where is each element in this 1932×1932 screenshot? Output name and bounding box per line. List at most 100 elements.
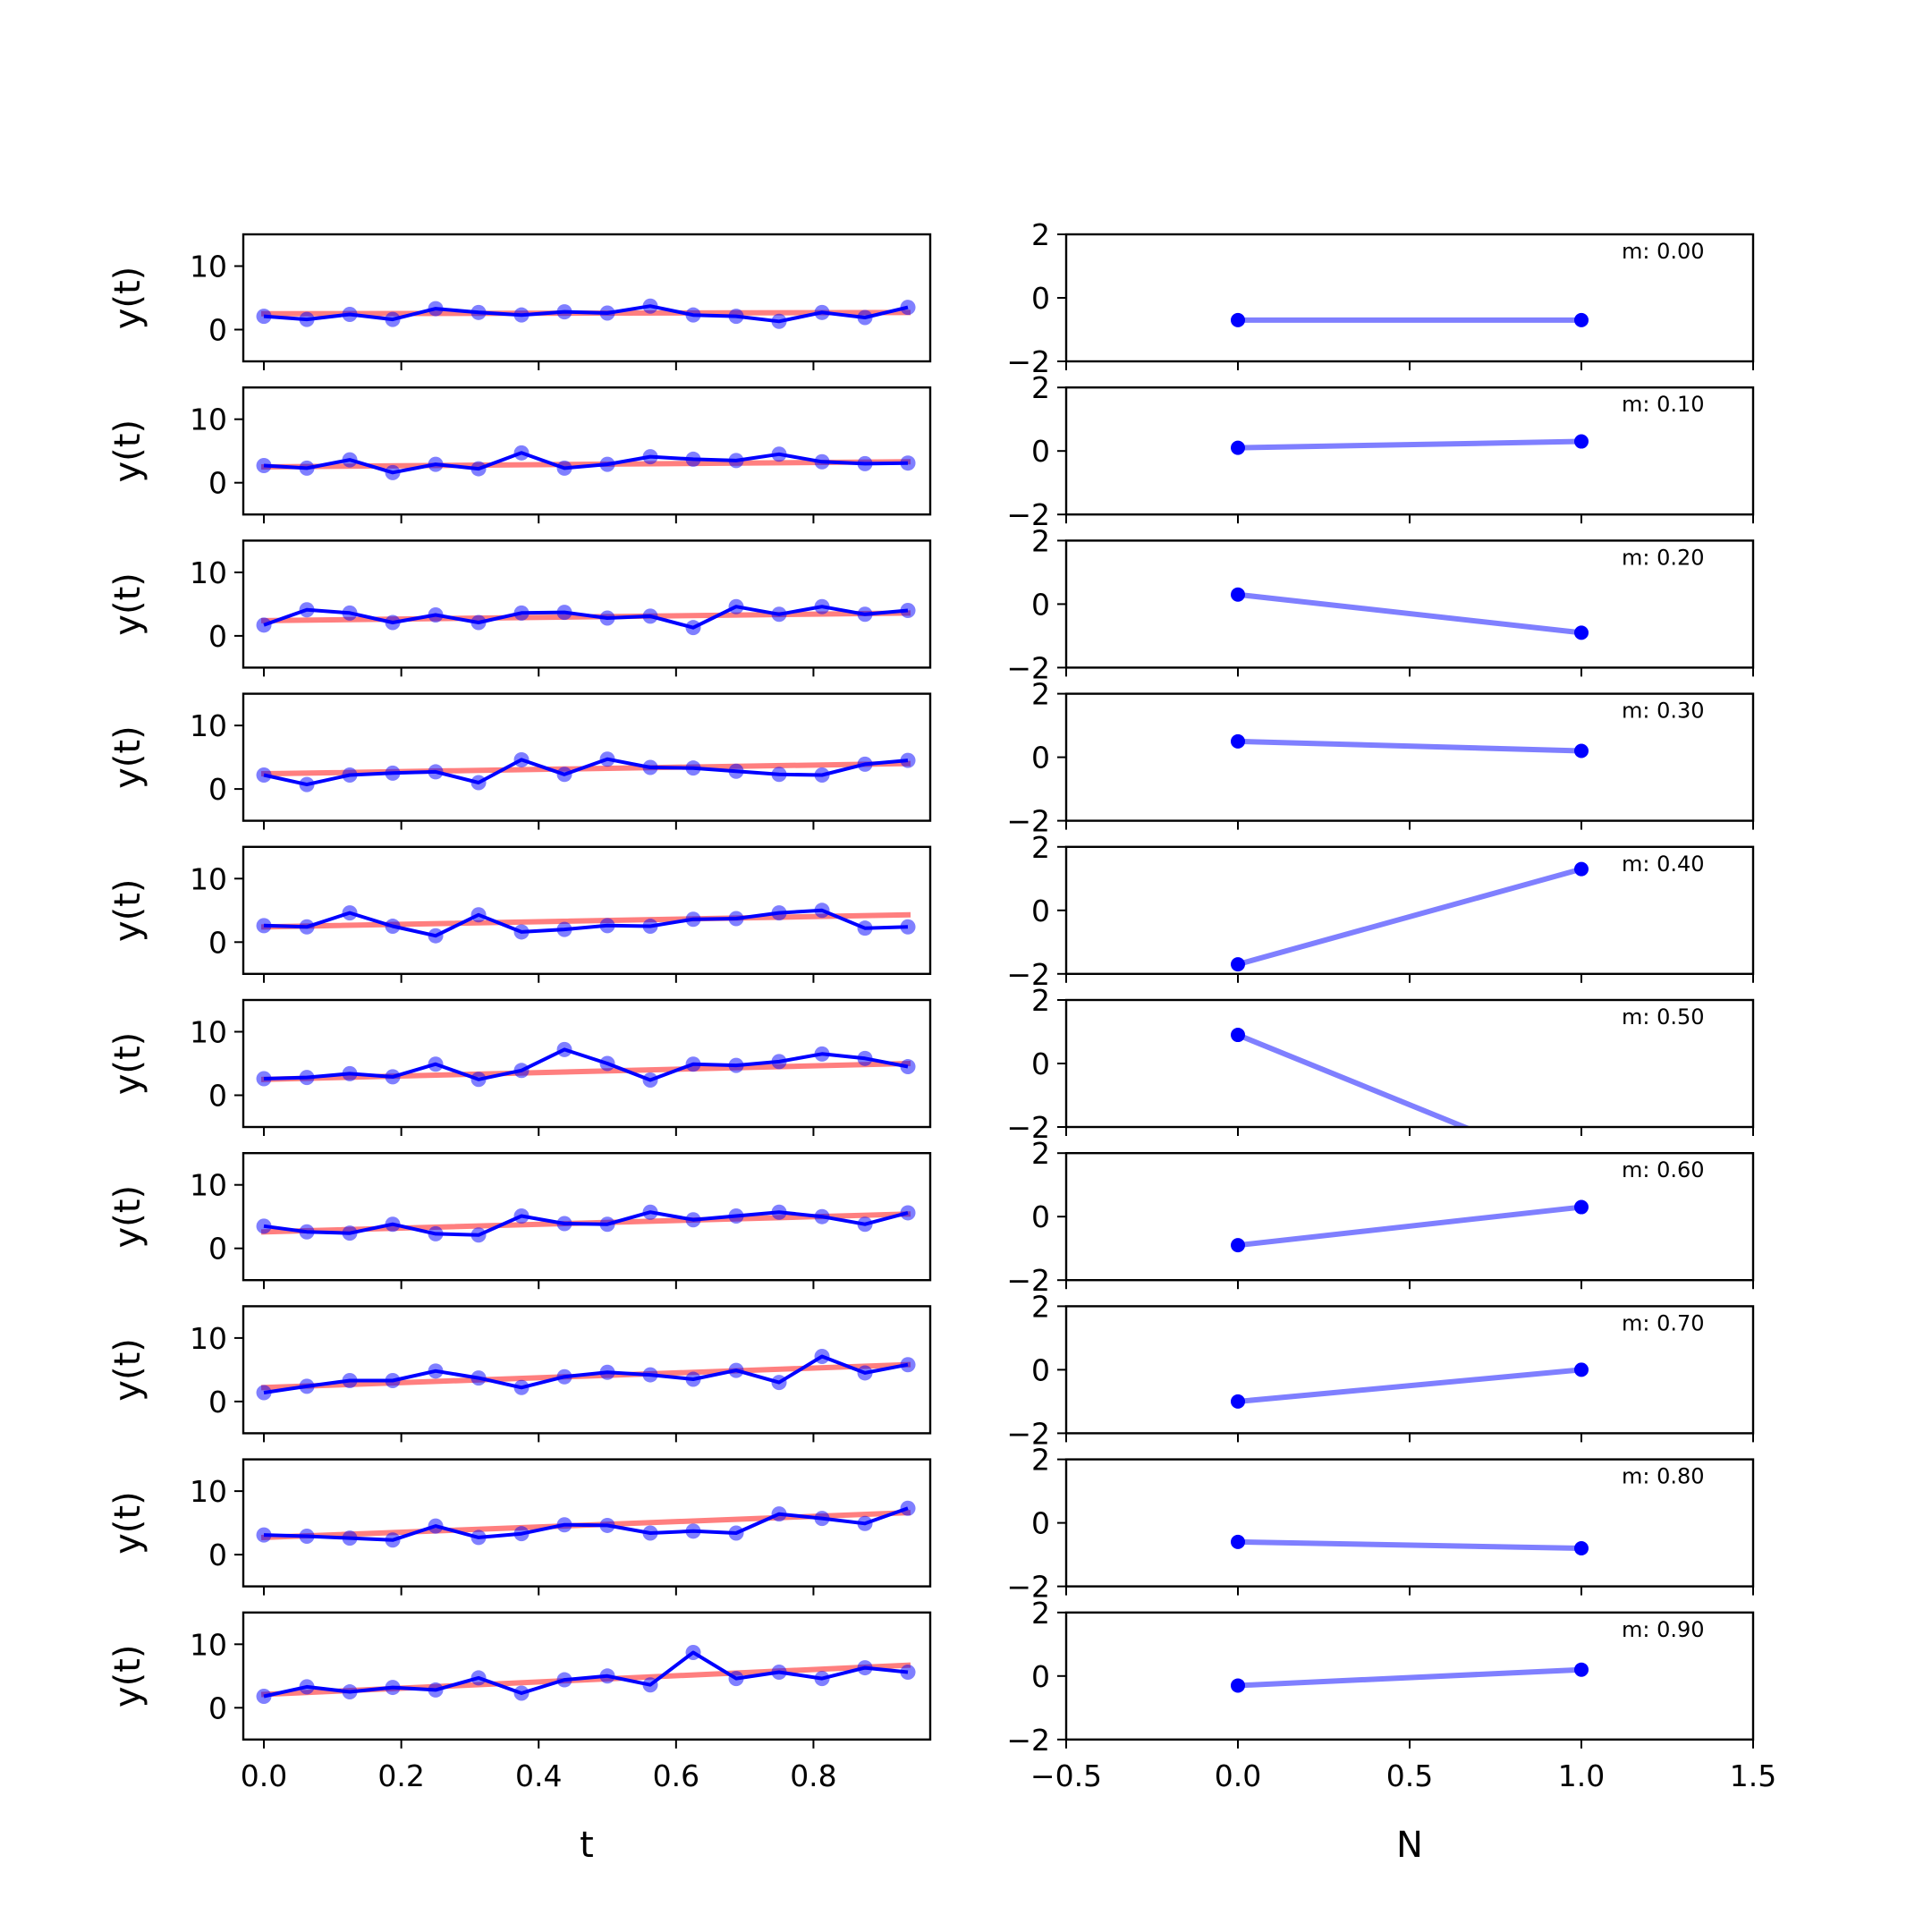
right-series-point bbox=[1574, 1199, 1589, 1215]
right-plot-area bbox=[1231, 733, 1589, 758]
data-point bbox=[256, 1385, 272, 1401]
y-tick-label: 2 bbox=[1031, 370, 1050, 405]
y-tick-label: 0 bbox=[1031, 894, 1050, 928]
data-point bbox=[385, 311, 401, 327]
data-point bbox=[599, 1668, 615, 1684]
y-tick-label: 0 bbox=[208, 1538, 227, 1572]
data-point bbox=[256, 767, 272, 783]
x-tick-label: 0.0 bbox=[241, 1758, 287, 1793]
y-tick-label: 0 bbox=[1031, 1199, 1050, 1234]
data-point bbox=[814, 1208, 830, 1224]
y-tick-label: 2 bbox=[1031, 1443, 1050, 1478]
data-point bbox=[814, 1046, 830, 1062]
data-point bbox=[642, 1072, 658, 1088]
x-tick-label: −0.5 bbox=[1030, 1758, 1102, 1793]
right-series-line bbox=[1237, 1367, 1582, 1404]
left-panel-frame bbox=[242, 386, 932, 516]
data-point bbox=[256, 1071, 272, 1087]
data-point bbox=[299, 1224, 315, 1240]
data-point bbox=[428, 1363, 444, 1379]
y-tick-label: 0 bbox=[1031, 587, 1050, 622]
x-tick-label: 0.4 bbox=[515, 1758, 562, 1793]
right-series-line bbox=[1236, 1032, 1472, 1127]
right-plot-area bbox=[1231, 1662, 1589, 1693]
data-point bbox=[385, 464, 401, 480]
data-point bbox=[857, 1515, 873, 1531]
data-point bbox=[685, 307, 701, 323]
right-series-point bbox=[1231, 312, 1245, 327]
data-point bbox=[728, 1525, 744, 1541]
data-point bbox=[428, 1682, 444, 1698]
right-plot-area bbox=[1231, 1028, 1472, 1127]
y-tick-label: 2 bbox=[1031, 677, 1050, 712]
data-point bbox=[256, 1218, 272, 1234]
y-tick-label: 10 bbox=[190, 861, 227, 896]
data-point bbox=[857, 756, 873, 772]
data-point bbox=[385, 1532, 401, 1548]
data-point bbox=[556, 921, 572, 937]
y-tick-label: −2 bbox=[1006, 1110, 1050, 1145]
data-point bbox=[685, 760, 701, 776]
fit-line bbox=[260, 760, 911, 777]
data-point bbox=[256, 458, 272, 474]
left-panel-frame bbox=[242, 998, 932, 1129]
data-point bbox=[728, 911, 744, 927]
data-point bbox=[857, 1365, 873, 1381]
panel-annotation: m: 0.30 bbox=[1622, 699, 1705, 724]
data-point bbox=[900, 1205, 916, 1221]
left-plot-area bbox=[256, 1500, 916, 1548]
data-point bbox=[599, 918, 615, 934]
right-series-point bbox=[1231, 1238, 1245, 1253]
data-point bbox=[385, 1069, 401, 1085]
data-point bbox=[556, 304, 572, 320]
data-point bbox=[513, 445, 530, 461]
left-panel-frame bbox=[242, 1458, 932, 1588]
right-panel-7: −2 0 2 m: 0.60 bbox=[1006, 1136, 1755, 1298]
data-point bbox=[900, 1500, 916, 1516]
data-point bbox=[513, 1685, 530, 1701]
left-y-axis-label: y(t) bbox=[107, 1645, 148, 1708]
panel-annotation: m: 0.50 bbox=[1622, 1004, 1705, 1030]
data-line bbox=[263, 908, 909, 938]
data-point bbox=[513, 1526, 530, 1542]
right-series-point bbox=[1574, 1541, 1589, 1555]
right-panel-4: −2 0 2 m: 0.30 bbox=[1006, 677, 1755, 839]
data-point bbox=[642, 449, 658, 465]
y-tick-label: −2 bbox=[1006, 1416, 1050, 1451]
data-point bbox=[771, 905, 787, 921]
left-panel-8: 0 10 y(t) bbox=[107, 1305, 932, 1443]
panel-annotation: m: 0.20 bbox=[1622, 545, 1705, 570]
data-point bbox=[299, 311, 315, 327]
left-plot-area bbox=[256, 445, 916, 480]
right-series-line bbox=[1237, 1666, 1582, 1689]
data-point bbox=[556, 1041, 572, 1057]
left-panel-5: 0 10 y(t) bbox=[107, 845, 932, 983]
y-tick-label: −2 bbox=[1006, 497, 1050, 532]
data-point bbox=[771, 1204, 787, 1220]
data-point bbox=[857, 1050, 873, 1066]
data-point bbox=[771, 767, 787, 783]
data-point bbox=[299, 1070, 315, 1086]
data-point bbox=[385, 1216, 401, 1233]
data-line bbox=[263, 757, 909, 787]
panels-root: 0 10 y(t) −2 0 2 m: 0.00 0 10 y(t) −2 0 2 m: 0.10 0 10 y… bbox=[107, 217, 1776, 1793]
data-line bbox=[263, 1650, 909, 1699]
data-point bbox=[299, 1378, 315, 1394]
right-plot-area bbox=[1231, 1199, 1589, 1253]
right-series-point bbox=[1574, 861, 1589, 877]
data-point bbox=[599, 751, 615, 767]
data-point bbox=[814, 1348, 830, 1364]
y-tick-label: 0 bbox=[208, 1232, 227, 1267]
left-panel-1: 0 10 y(t) bbox=[107, 233, 932, 370]
left-panel-7: 0 10 y(t) bbox=[107, 1151, 932, 1290]
data-point bbox=[685, 620, 701, 636]
x-tick-label: 0.2 bbox=[377, 1758, 424, 1793]
data-point bbox=[470, 1530, 487, 1546]
y-tick-label: 10 bbox=[190, 1015, 227, 1050]
left-y-axis-label: y(t) bbox=[107, 879, 148, 943]
y-tick-label: 0 bbox=[208, 619, 227, 654]
data-point bbox=[685, 1645, 701, 1661]
data-point bbox=[342, 306, 358, 322]
data-point bbox=[428, 764, 444, 780]
